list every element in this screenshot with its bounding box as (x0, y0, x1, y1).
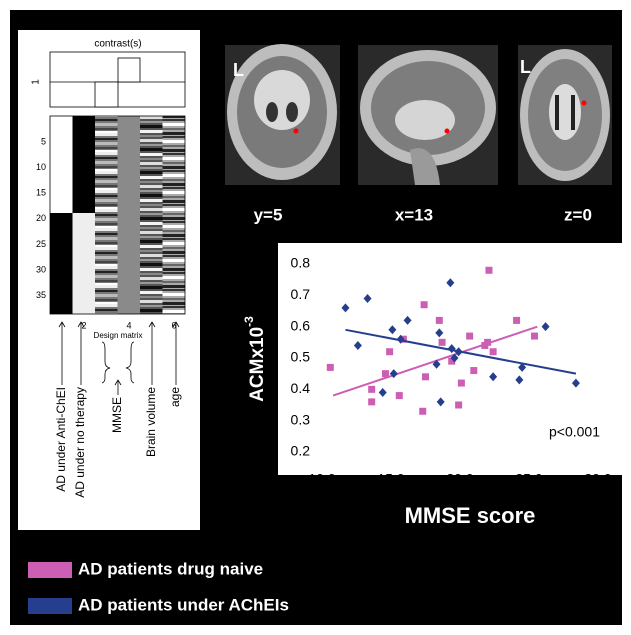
row-tick: 5 (41, 136, 46, 146)
point (436, 317, 443, 324)
brain-slice (358, 45, 498, 185)
y-tick-label: 0.6 (291, 317, 311, 333)
figure: contrast(s) 1 5101520253035 246 Design m… (0, 0, 631, 635)
matrix-label: Design matrix (94, 331, 143, 340)
x-tick-label: 10.0 (308, 471, 335, 487)
column-tick: 4 (126, 320, 131, 330)
contrast-tick: 1 (31, 79, 42, 85)
x-tick-label: 20.0 (446, 471, 473, 487)
legend-swatch (28, 562, 72, 578)
regressor-label: Brain volume (144, 387, 158, 457)
side-label: L (233, 60, 244, 80)
y-tick-label: 0.7 (291, 286, 311, 302)
matrix (50, 116, 185, 314)
point (422, 373, 429, 380)
regressor-label: AD under no therapy (73, 387, 87, 498)
point (458, 380, 465, 387)
row-tick: 35 (36, 290, 46, 300)
point (455, 402, 462, 409)
brain-slice (518, 45, 612, 185)
legend-swatch (28, 598, 72, 614)
y-tick-label: 0.3 (291, 411, 311, 427)
point (327, 364, 334, 371)
x-tick-label: 30.0 (584, 471, 611, 487)
y-tick-label: 0.2 (291, 443, 311, 459)
slice-label: x=13 (395, 205, 433, 224)
point (419, 408, 426, 415)
legend-label: AD patients drug naive (78, 559, 263, 578)
point (466, 333, 473, 340)
regressor-label: MMSE (110, 397, 124, 433)
point (531, 333, 538, 340)
row-tick: 10 (36, 162, 46, 172)
row-tick: 15 (36, 188, 46, 198)
slice-label: z=0 (564, 205, 592, 224)
y-tick-label: 0.5 (291, 349, 311, 365)
row-tick: 30 (36, 264, 46, 274)
column-tick: 2 (81, 320, 86, 330)
point (490, 348, 497, 355)
annotation: p<0.001 (549, 424, 600, 440)
legend-label: AD patients under AChEIs (78, 595, 289, 614)
point (421, 301, 428, 308)
point (368, 398, 375, 405)
x-axis-title: MMSE score (405, 503, 536, 528)
side-label: L (520, 57, 531, 77)
row-tick: 25 (36, 239, 46, 249)
regressor-label: age (168, 387, 182, 407)
row-tick: 20 (36, 213, 46, 223)
point (485, 267, 492, 274)
point (386, 348, 393, 355)
point (368, 386, 375, 393)
contrast-title: contrast(s) (94, 39, 141, 50)
regressor-label: AD under Anti-ChEI (54, 387, 68, 492)
y-tick-label: 0.8 (291, 255, 311, 271)
x-tick-label: 15.0 (377, 471, 404, 487)
point (396, 392, 403, 399)
slice-label: y=5 (254, 205, 283, 224)
y-axis-title: ACMx10-3 (242, 316, 268, 402)
x-tick-label: 25.0 (515, 471, 542, 487)
y-tick-label: 0.4 (291, 380, 311, 396)
point (513, 317, 520, 324)
point (470, 367, 477, 374)
point (439, 339, 446, 346)
